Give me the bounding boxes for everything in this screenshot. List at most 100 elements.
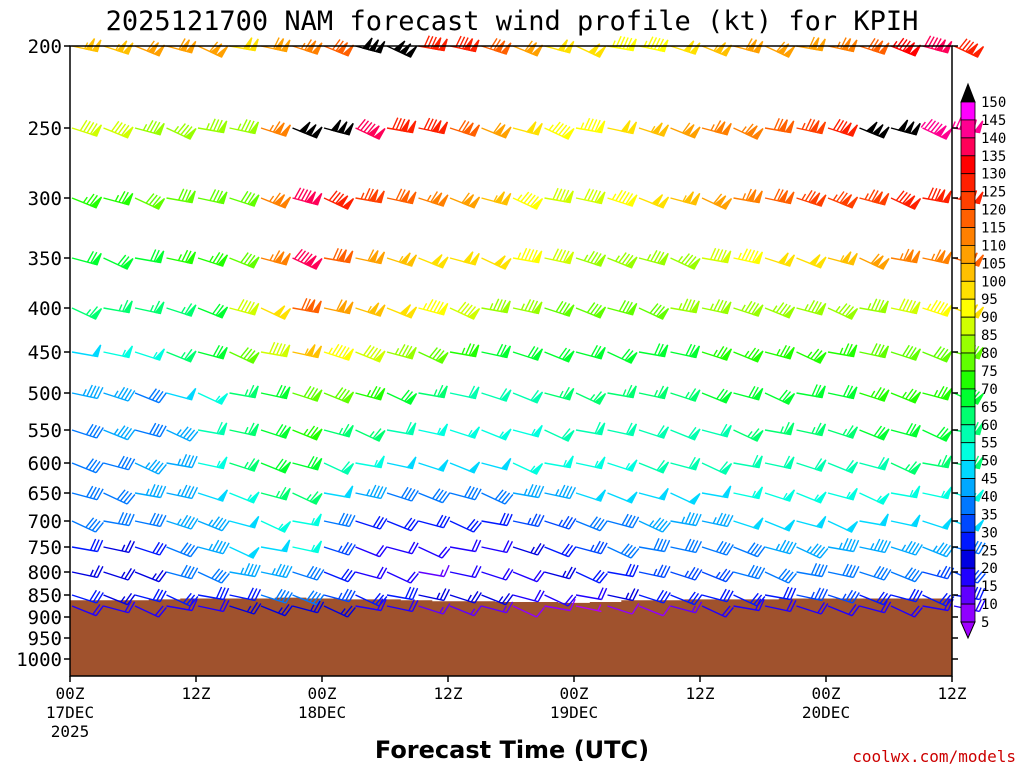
wind-barb-shaft xyxy=(355,546,380,558)
wind-barb-flag xyxy=(281,591,290,603)
wind-barb-pennant xyxy=(688,428,701,441)
wind-barb-pennant xyxy=(91,344,102,358)
wind-barb xyxy=(922,486,953,500)
wind-barb-flag xyxy=(937,302,945,314)
wind-barb-shaft xyxy=(481,520,508,527)
wind-barb-flag xyxy=(600,587,608,600)
wind-barb-half-flag xyxy=(712,516,717,524)
y-tick-label: 200 xyxy=(28,36,62,58)
wind-barb-flag xyxy=(849,565,856,578)
wind-barb-flag xyxy=(442,603,451,615)
wind-barb-pennant xyxy=(720,44,733,57)
wind-barb-pennant xyxy=(840,122,852,135)
wind-barb-flag xyxy=(96,565,104,578)
wind-barb-half-flag xyxy=(520,303,525,311)
wind-barb-pennant xyxy=(373,127,386,140)
wind-barb-half-flag xyxy=(841,593,847,601)
wind-barb-flag xyxy=(468,385,476,398)
terrain-ground xyxy=(70,597,952,676)
wind-barb-flag xyxy=(158,571,167,583)
wind-barb-flag xyxy=(933,300,942,313)
wind-barb-flag xyxy=(663,539,671,552)
wind-barb-pennant xyxy=(847,386,858,400)
wind-barb-half-flag xyxy=(940,490,946,498)
wind-barb-flag xyxy=(272,121,281,133)
wind-barb-shaft xyxy=(386,571,411,584)
wind-barb-flag xyxy=(593,304,602,316)
wind-barb-pennant xyxy=(972,254,985,267)
wind-barb-flag xyxy=(716,299,724,312)
wind-barb-flag xyxy=(470,591,479,603)
wind-barb-flag xyxy=(552,248,560,261)
wind-barb-flag xyxy=(533,569,542,581)
wind-barb-pennant xyxy=(809,192,821,205)
wind-barb xyxy=(670,191,701,206)
wind-barb-flag xyxy=(684,538,692,551)
wind-barb-pennant xyxy=(815,194,827,207)
wind-barb-pennant xyxy=(121,257,134,270)
wind-barb-flag xyxy=(593,540,601,553)
wind-barb-flag xyxy=(127,390,136,402)
wind-barb-flag xyxy=(652,517,662,528)
wind-barb xyxy=(733,188,763,204)
wind-barb-flag xyxy=(839,192,848,204)
wind-barb-flag xyxy=(751,250,759,263)
wind-barb xyxy=(827,487,858,501)
wind-barb xyxy=(733,347,764,363)
wind-barb xyxy=(796,587,829,602)
wind-barb-shaft xyxy=(103,571,129,581)
wind-barb-flag xyxy=(499,388,508,400)
wind-barb-half-flag xyxy=(114,194,120,202)
wind-barb-shaft xyxy=(638,571,665,579)
wind-barb-pennant xyxy=(153,348,166,361)
wind-barb-flag xyxy=(625,514,633,527)
wind-barb-flag xyxy=(691,540,699,553)
wind-barb-shaft xyxy=(166,520,192,530)
wind-barb xyxy=(796,254,827,269)
wind-barb-flag xyxy=(562,386,570,399)
wind-barb-flag xyxy=(363,121,373,133)
wind-barb-flag xyxy=(691,513,699,526)
wind-barb-flag xyxy=(626,37,633,50)
wind-barb-pennant xyxy=(436,256,449,269)
wind-barb xyxy=(481,592,514,606)
wind-barb-flag xyxy=(247,587,254,600)
wind-barb-flag xyxy=(531,300,539,313)
wind-barb-half-flag xyxy=(901,544,907,551)
y-tick-label: 500 xyxy=(28,383,62,405)
wind-barb-flag xyxy=(213,119,220,132)
wind-barb-pennant xyxy=(784,191,795,205)
colorbar-swatch xyxy=(960,137,976,157)
wind-barb-flag xyxy=(209,189,217,201)
wind-barb-flag xyxy=(782,586,790,599)
wind-barb-flag xyxy=(423,35,430,48)
wind-barb xyxy=(71,344,102,358)
wind-barb-pennant xyxy=(437,385,448,399)
wind-barb-pennant xyxy=(280,252,291,266)
wind-barb xyxy=(355,118,386,140)
wind-barb-flag xyxy=(127,594,136,606)
wind-barb-flag xyxy=(814,563,821,576)
wind-barb-half-flag xyxy=(780,426,784,434)
wind-barb-flag xyxy=(316,569,325,581)
wind-barb-pennant xyxy=(595,456,606,470)
wind-barb-pennant xyxy=(910,122,921,136)
wind-barb xyxy=(166,598,198,612)
wind-barb-pennant xyxy=(406,346,417,360)
wind-barb-flag xyxy=(751,303,760,315)
wind-barb-half-flag xyxy=(904,463,911,471)
wind-barb-flag xyxy=(124,389,132,401)
colorbar-swatch xyxy=(960,352,976,372)
wind-barb xyxy=(764,344,795,360)
wind-barb-flag xyxy=(300,189,309,201)
wind-barb-flag xyxy=(884,540,892,553)
wind-barb-flag xyxy=(215,586,223,599)
wind-barb-shaft xyxy=(103,605,129,614)
wind-barb-shaft xyxy=(890,571,916,583)
wind-barb-pennant xyxy=(437,194,449,207)
wind-barb xyxy=(638,517,671,533)
wind-barb-flag xyxy=(221,520,230,532)
wind-barb-shaft xyxy=(481,546,508,554)
wind-barb-flag xyxy=(914,606,923,618)
wind-barb-flag xyxy=(219,599,226,612)
